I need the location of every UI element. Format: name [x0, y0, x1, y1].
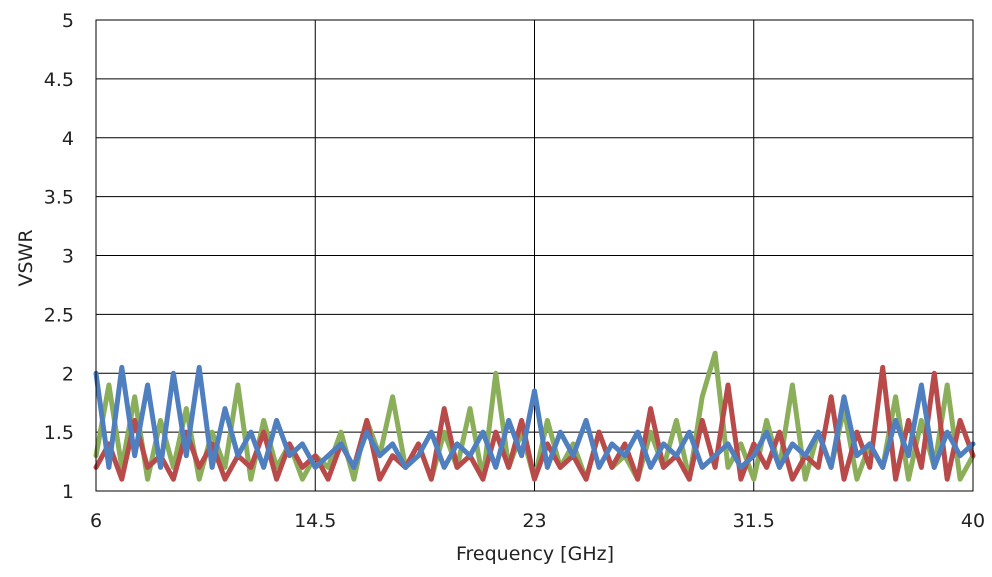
y-tick-label: 1.5 — [44, 422, 74, 444]
y-tick-label: 5 — [62, 10, 74, 32]
y-tick-label: 2 — [62, 363, 74, 385]
y-axis-title: VSWR — [15, 229, 37, 286]
plot-area-border — [95, 19, 974, 492]
x-axis-title: Frequency [GHz] — [456, 543, 614, 565]
x-tick-label: 31.5 — [733, 510, 775, 532]
y-tick-label: 1 — [62, 481, 74, 503]
y-tick-label: 3.5 — [44, 187, 74, 209]
y-tick-label: 3 — [62, 246, 74, 268]
series-lines — [93, 350, 976, 482]
y-tick-label: 4.5 — [44, 69, 74, 91]
series-line-2 — [93, 364, 976, 482]
x-tick-label: 40 — [961, 510, 985, 532]
plot-frame — [95, 19, 974, 492]
x-tick-label: 23 — [522, 510, 546, 532]
x-tick-label: 14.5 — [294, 510, 336, 532]
y-tick-labels: 5 4.5 4 3.5 3 2.5 2 1.5 1 — [44, 10, 74, 503]
x-tick-label: 6 — [90, 510, 102, 532]
y-tick-label: 4 — [62, 128, 74, 150]
y-tick-label: 2.5 — [44, 304, 74, 326]
series-line-3 — [93, 364, 976, 470]
x-tick-labels: 6 14.5 23 31.5 40 — [90, 510, 985, 532]
